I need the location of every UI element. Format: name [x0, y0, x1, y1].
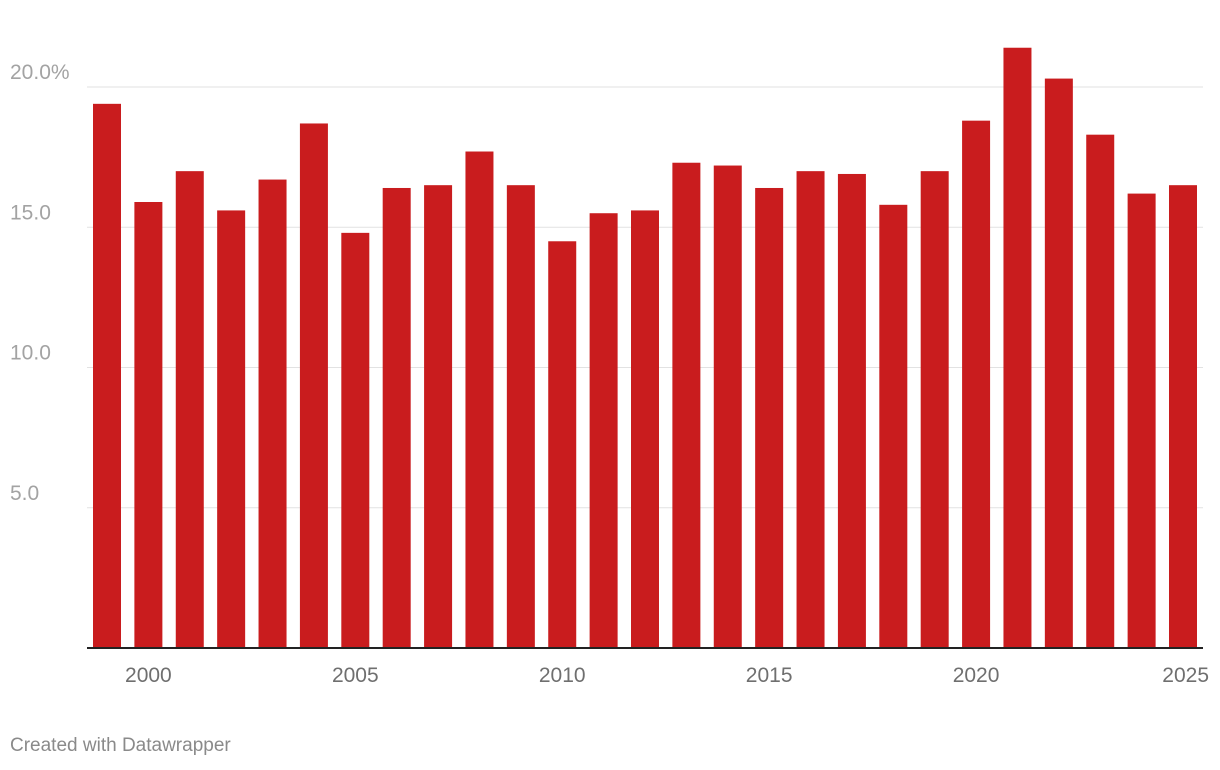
bar-2019 — [920, 171, 949, 648]
x-tick-label: 2005 — [332, 664, 379, 687]
bar-2005 — [341, 232, 370, 649]
bar-2003 — [258, 179, 287, 648]
y-axis-ticks: 5.0 10.0 15.0 20.0% — [10, 61, 70, 505]
bar-2004 — [299, 123, 328, 649]
bar-2020 — [962, 120, 991, 648]
bar-2001 — [175, 171, 204, 648]
bar-2025 — [1169, 185, 1197, 648]
bar-1999 — [93, 103, 121, 648]
bar-2006 — [382, 187, 411, 649]
bar-2018 — [879, 204, 908, 648]
x-axis-ticks: 2000 2005 2010 2015 2020 2025 — [125, 664, 1209, 687]
y-tick-label: 20.0% — [10, 61, 70, 84]
bar-2024 — [1127, 193, 1156, 648]
bar-2021 — [1003, 47, 1032, 649]
bar-2016 — [796, 171, 825, 648]
datawrapper-credit: Created with Datawrapper — [10, 735, 231, 756]
bar-2012 — [631, 210, 659, 649]
bar-2014 — [713, 165, 742, 649]
bar-2000 — [134, 202, 163, 648]
y-tick-label: 10.0 — [10, 342, 51, 365]
bar-2002 — [217, 210, 246, 649]
bar-2023 — [1086, 134, 1115, 648]
bar-2010 — [548, 241, 577, 648]
bar-2017 — [837, 173, 866, 648]
x-tick-label: 2015 — [746, 664, 793, 687]
y-tick-label: 5.0 — [10, 482, 39, 505]
x-tick-label: 2025 — [1162, 664, 1209, 687]
bar-chart: 5.0 10.0 15.0 20.0% 2000 2005 2010 2015 2020 202… — [10, 47, 1209, 687]
x-tick-label: 2020 — [953, 664, 1000, 687]
bar-2013 — [672, 162, 701, 649]
bar-2008 — [465, 151, 494, 648]
bar-2015 — [755, 187, 784, 649]
x-tick-label: 2000 — [125, 664, 172, 687]
y-tick-label: 15.0 — [10, 201, 51, 224]
bar-2007 — [424, 185, 453, 648]
bars — [93, 47, 1197, 649]
x-tick-label: 2010 — [539, 664, 586, 687]
bar-2009 — [506, 185, 535, 648]
bar-2011 — [589, 213, 618, 648]
bar-2022 — [1044, 78, 1073, 648]
